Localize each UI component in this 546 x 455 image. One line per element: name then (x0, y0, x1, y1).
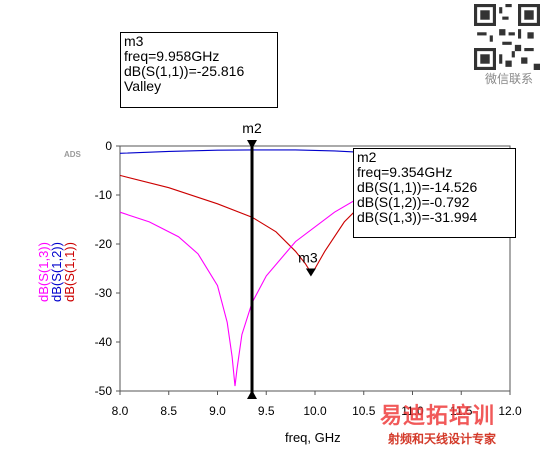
readout-line: dB(S(1,1))=-25.816 (124, 63, 245, 79)
marker-m2-label: m2 (242, 120, 262, 136)
qr-caption: 微信联系 (484, 72, 533, 86)
y-tick-label: -50 (95, 384, 113, 398)
x-tick-label: 8.5 (160, 404, 177, 418)
plot-axes: 8.0 8.5 9.0 9.5 10.0 10.5 11.0 11.5 12.0 0 -10 -20 -… (95, 139, 522, 418)
x-tick-label: 11.0 (401, 404, 424, 418)
x-tick-label: 12.0 (498, 404, 522, 418)
readout-line: dB(S(1,2))=-0.792 (357, 194, 470, 210)
marker-m3-readout[interactable]: m3 freq=9.958GHz dB(S(1,1))=-25.816 Vall… (120, 32, 278, 108)
x-tick-label: 10.0 (303, 404, 327, 418)
plot-markers: m2 m3 (242, 120, 318, 399)
x-axis-label: freq, GHz (285, 430, 341, 445)
readout-line: freq=9.958GHz (124, 48, 220, 64)
marker-m2-bottom-arrow (247, 390, 258, 399)
y-tick-label: -10 (95, 188, 113, 202)
y-axis-label: dB(S(1,1)) (62, 242, 77, 302)
marker-m3-label: m3 (298, 249, 318, 265)
y-tick-label: -20 (95, 237, 113, 251)
qr-code-icon (474, 4, 540, 70)
readout-line: m2 (357, 149, 377, 165)
marker-m3-point (305, 268, 316, 277)
x-tick-label: 11.5 (450, 404, 473, 418)
readout-line: freq=9.354GHz (357, 164, 453, 180)
slogan: 射频和天线设计专家 (388, 432, 497, 446)
marker-m2-readout[interactable]: m2 freq=9.354GHz dB(S(1,1))=-14.526 dB(S… (353, 148, 516, 238)
readout-line: m3 (124, 33, 144, 49)
x-tick-label: 10.5 (352, 404, 376, 418)
x-tick-label: 9.0 (209, 404, 226, 418)
y-tick-label: 0 (105, 139, 112, 153)
marker-m2-top-arrow (247, 140, 258, 149)
readout-line: Valley (124, 78, 162, 94)
x-tick-label: 8.0 (112, 404, 129, 418)
ads-tag: ADS (64, 150, 81, 159)
y-tick-label: -30 (95, 286, 113, 300)
logo: 易迪拓培训 (380, 403, 496, 428)
x-tick-label: 9.5 (258, 404, 275, 418)
readout-line: dB(S(1,3))=-31.994 (357, 209, 478, 225)
y-tick-label: -40 (95, 335, 113, 349)
readout-line: dB(S(1,1))=-14.526 (357, 179, 478, 195)
